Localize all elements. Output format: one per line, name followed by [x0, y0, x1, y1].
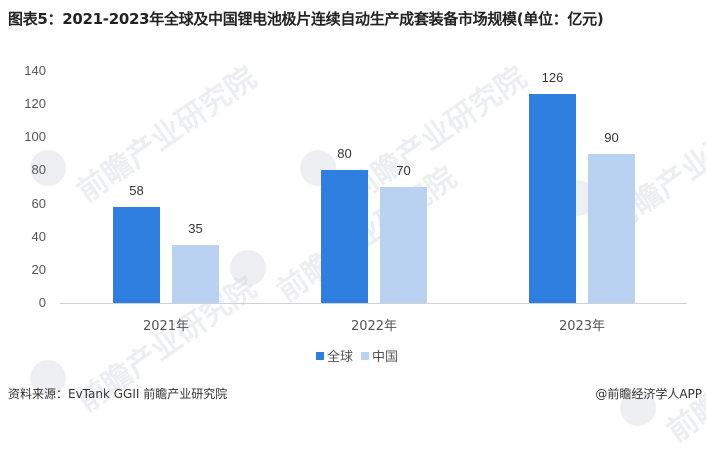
- y-axis-tick-label: 80: [31, 162, 46, 178]
- x-axis-category-label: 2023年: [558, 319, 606, 334]
- y-axis-tick-label: 120: [24, 96, 46, 112]
- bar-global: [529, 94, 576, 303]
- data-label: 35: [188, 221, 203, 236]
- bar-china: [172, 245, 219, 303]
- data-label: 126: [541, 70, 564, 86]
- y-axis-tick-label: 0: [38, 295, 46, 310]
- legend-label-global: 全球: [327, 350, 354, 365]
- watermark-text: 前瞻产业研究院: [660, 300, 706, 450]
- data-label: 70: [396, 163, 411, 178]
- bar-china: [588, 153, 635, 303]
- x-axis-category-label: 2022年: [350, 319, 398, 334]
- y-axis-tick-label: 140: [24, 63, 46, 78]
- bar-global: [321, 170, 368, 303]
- y-axis-tick-label: 60: [31, 195, 46, 211]
- bar-global: [113, 206, 160, 303]
- y-axis-tick-label: 100: [24, 129, 46, 145]
- legend-item-china: 中国: [361, 346, 398, 365]
- x-axis-category-label: 2021年: [142, 319, 190, 334]
- legend-item-global: 全球: [316, 346, 353, 365]
- y-axis-tick-label: 40: [31, 228, 46, 244]
- watermark-logo-icon: [230, 250, 266, 286]
- legend-swatch-global: [316, 351, 324, 360]
- legend: 全球 中国: [316, 346, 406, 365]
- x-axis-line: [60, 303, 687, 304]
- source-note: 资料来源：EvTank GGII 前瞻产业研究院: [8, 387, 228, 401]
- y-axis-tick-label: 20: [31, 261, 46, 277]
- data-label: 80: [337, 146, 352, 162]
- data-label: 58: [129, 182, 144, 198]
- data-label: 90: [604, 129, 619, 145]
- chart-title: 图表5：2021-2023年全球及中国锂电池极片连续自动生产成套装备市场规模(单…: [8, 10, 604, 28]
- bar-china: [380, 187, 427, 303]
- legend-swatch-china: [361, 351, 370, 360]
- credit-note: @前瞻经济学人APP: [595, 387, 702, 401]
- legend-label-china: 中国: [372, 350, 399, 365]
